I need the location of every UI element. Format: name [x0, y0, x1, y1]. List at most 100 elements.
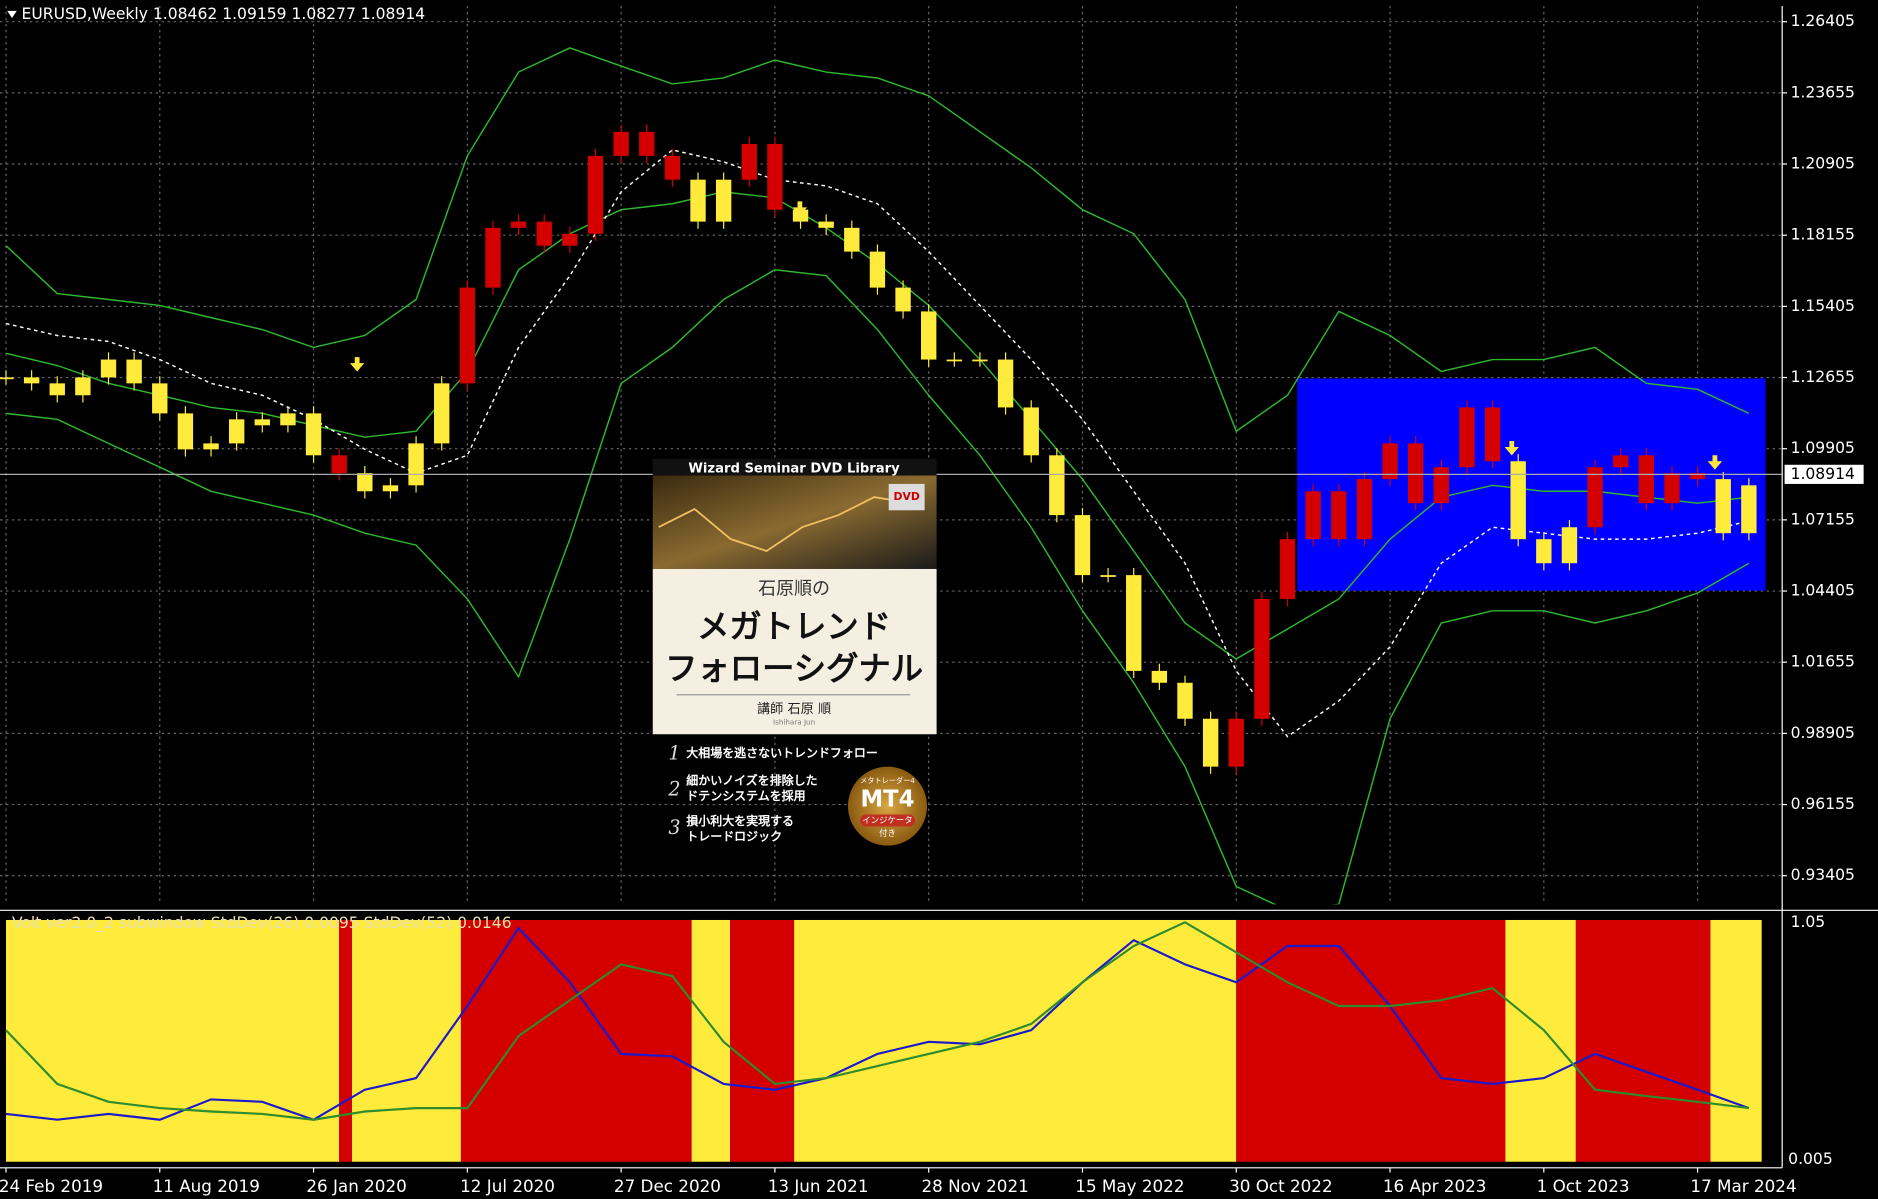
band-line — [5, 149, 1750, 738]
candle — [23, 377, 40, 384]
signal-arrow — [1504, 440, 1519, 456]
candle — [510, 221, 527, 228]
candle — [818, 221, 834, 228]
regime-block — [5, 919, 340, 1162]
candle — [0, 377, 14, 380]
candle — [1407, 443, 1424, 504]
candle — [1228, 718, 1244, 767]
current-price-box — [1784, 464, 1864, 484]
x-tick-label: 17 Mar 2024 — [1690, 1176, 1796, 1196]
candle — [126, 359, 142, 384]
ad-point: 大相場を逃さないトレンドフォロー — [686, 745, 878, 760]
candle — [254, 419, 270, 426]
ad-lecturer: 講師 石原 順 — [757, 701, 831, 717]
y-tick-label: 1.09905 — [1791, 439, 1855, 457]
candle — [1305, 491, 1321, 540]
candle — [972, 359, 988, 362]
collapse-icon[interactable] — [7, 10, 17, 19]
ad-badge-tag — [859, 814, 916, 827]
candle — [587, 155, 604, 234]
candle — [177, 413, 194, 450]
x-tick-label: 16 Apr 2023 — [1383, 1176, 1487, 1196]
candle — [1741, 485, 1757, 534]
ad-point: 細かいノイズを排除した — [686, 772, 817, 787]
candle — [459, 287, 476, 384]
indicator-line — [5, 926, 1750, 1121]
regime-block — [691, 919, 731, 1162]
x-tick-label: 28 Nov 2021 — [922, 1176, 1029, 1196]
candle — [1254, 598, 1270, 719]
x-tick-label: 1 Oct 2023 — [1537, 1176, 1630, 1196]
regime-block — [794, 919, 1237, 1162]
candle — [1151, 670, 1168, 683]
y-tick-label: 1.01655 — [1791, 653, 1855, 671]
sub-scale-label: 0.005 — [1788, 1150, 1833, 1168]
signal-arrow — [349, 357, 365, 372]
candle — [485, 227, 501, 288]
x-tick-label: 13 Jun 2021 — [768, 1176, 869, 1196]
y-tick-label: 1.20905 — [1791, 155, 1855, 173]
x-tick-label: 30 Oct 2022 — [1229, 1176, 1333, 1196]
candle — [895, 287, 911, 312]
band-line — [5, 47, 1750, 433]
ad-author: 石原順の — [758, 578, 830, 599]
regime-block — [1236, 919, 1506, 1162]
regime-block — [1505, 919, 1576, 1162]
candle — [1177, 682, 1193, 719]
candle — [305, 413, 322, 456]
candle — [920, 311, 937, 360]
regime-block — [1575, 919, 1711, 1162]
signal-arrow — [792, 201, 808, 216]
ad-photo-line — [658, 496, 911, 552]
candle — [946, 359, 963, 362]
axes: 1.26405 1.23655 1.20905 1.18155 1.15405 1.126… — [0, 12, 1864, 1196]
candle — [1126, 575, 1142, 671]
y-tick-label: 0.93405 — [1791, 866, 1855, 884]
y-tick-label: 1.15405 — [1791, 297, 1855, 315]
candle — [1638, 455, 1655, 504]
candle — [203, 443, 219, 450]
candle — [228, 419, 245, 444]
candle — [1587, 467, 1603, 528]
ad-badge-bottom: 付き — [879, 828, 896, 838]
y-tick-label: 1.07155 — [1791, 510, 1855, 528]
candle — [382, 485, 399, 492]
ad-point-number: 1 — [668, 742, 680, 765]
ad-title: フォローシグナル — [665, 649, 923, 687]
candle — [1510, 461, 1526, 540]
regime-block — [352, 919, 461, 1162]
ad-point: 損小利大を実現する — [686, 813, 794, 828]
candle — [1382, 443, 1398, 480]
candle — [997, 359, 1014, 408]
highlight-box — [1297, 378, 1766, 591]
indicator-line — [5, 921, 1749, 1121]
y-tick-label: 1.26405 — [1791, 12, 1855, 30]
candle — [1433, 467, 1449, 504]
x-tick-label: 27 Dec 2020 — [614, 1176, 721, 1196]
sub-scale-label: 1.05 — [1791, 913, 1826, 931]
y-tick-label: 0.98905 — [1791, 724, 1855, 742]
ad-point: トレードロジック — [686, 830, 782, 844]
x-tick-label: 26 Jan 2020 — [306, 1176, 406, 1196]
ad-badge-top: メタトレーダー4 — [860, 776, 915, 785]
ad-badge-main: MT4 — [860, 787, 914, 813]
candle — [1664, 473, 1680, 504]
sub-pane — [5, 919, 1762, 1162]
y-tick-label: 1.04405 — [1791, 582, 1855, 600]
ad-point-number: 3 — [668, 816, 680, 839]
x-tick-label: 11 Aug 2019 — [153, 1176, 260, 1196]
candle — [869, 251, 886, 288]
ad-title: メガトレンド — [697, 607, 891, 645]
ad-point: ドテンシステムを採用 — [686, 788, 805, 803]
candle — [844, 227, 860, 252]
candle — [1613, 455, 1629, 468]
candle — [1536, 539, 1552, 564]
ad-header — [652, 458, 937, 476]
candle — [357, 473, 373, 492]
main-pane — [0, 6, 1783, 905]
y-tick-label: 1.23655 — [1791, 83, 1855, 101]
candle — [1023, 407, 1039, 456]
regime-block — [1710, 919, 1762, 1162]
